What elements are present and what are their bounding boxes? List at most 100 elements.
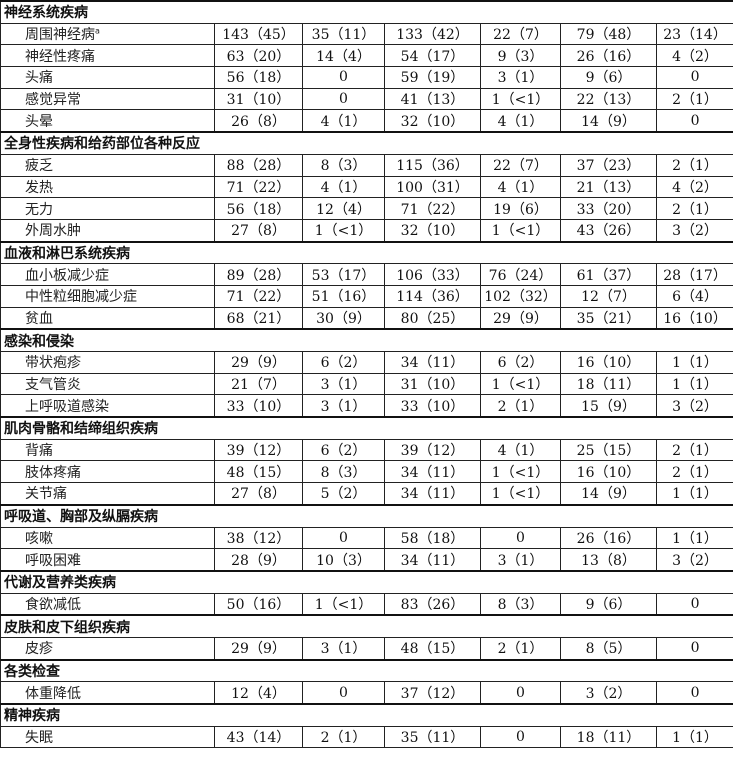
value-cell: 88（28） xyxy=(214,153,303,177)
row-label-cell: 周围神经病a xyxy=(0,22,215,46)
value-cell: 4（1） xyxy=(302,175,385,199)
value-cell: 3（2） xyxy=(560,681,657,705)
section-title: 肌肉骨骼和结缔组织疾病 xyxy=(0,416,733,440)
value-cell: 1（<1） xyxy=(480,372,561,396)
value-cell: 3（2） xyxy=(655,548,733,572)
table-row: 失眠 43（14） 2（1） 35（11） 0 18（11） 1（1） xyxy=(0,725,733,749)
value-cell: 76（24） xyxy=(480,263,561,286)
value-cell: 13（8） xyxy=(560,548,657,572)
value-cell: 37（23） xyxy=(560,153,657,177)
value-cell: 12（4） xyxy=(214,681,303,705)
value-cell: 2（1） xyxy=(480,394,561,418)
table-row: 疲乏 88（28） 8（3） 115（36） 22（7） 37（23） 2（1） xyxy=(0,153,733,177)
value-cell: 83（26） xyxy=(384,592,481,616)
value-cell: 2（1） xyxy=(655,153,733,177)
value-cell: 30（9） xyxy=(302,306,385,330)
value-cell: 14（9） xyxy=(560,109,657,133)
value-cell: 102（32） xyxy=(480,284,561,308)
value-cell: 89（28） xyxy=(214,263,303,286)
value-cell: 3（2） xyxy=(655,394,733,418)
value-cell: 4（1） xyxy=(480,175,561,199)
value-cell: 48（15） xyxy=(384,636,481,661)
value-cell: 12（4） xyxy=(302,197,385,220)
table-row: 周围神经病a 143（45） 35（11） 133（42） 22（7） 79（48） 23（… xyxy=(0,22,733,46)
table-row: 血小板减少症 89（28） 53（17） 106（33） 76（24） 61（37） 28（… xyxy=(0,263,733,286)
value-cell: 133（42） xyxy=(384,22,481,46)
value-cell: 27（8） xyxy=(214,482,303,506)
value-cell: 1（1） xyxy=(655,482,733,506)
value-cell: 18（11） xyxy=(560,725,657,749)
section-title: 血液和淋巴系统疾病 xyxy=(0,240,733,265)
value-cell: 1（1） xyxy=(655,351,733,374)
value-cell: 31（10） xyxy=(384,372,481,396)
value-cell: 21（13） xyxy=(560,175,657,199)
value-cell: 0 xyxy=(655,592,733,616)
value-cell: 106（33） xyxy=(384,263,481,286)
value-cell: 1（1） xyxy=(655,725,733,749)
value-cell: 0 xyxy=(480,526,561,550)
section-header-row: 神经系统疾病 xyxy=(0,0,733,24)
value-cell: 4（1） xyxy=(480,438,561,462)
row-label-cell: 血小板减少症 xyxy=(0,263,215,286)
value-cell: 27（8） xyxy=(214,218,303,243)
value-cell: 3（1） xyxy=(480,548,561,572)
section-header-row: 血液和淋巴系统疾病 xyxy=(0,240,733,265)
value-cell: 28（9） xyxy=(214,548,303,572)
row-label: 失眠 xyxy=(25,730,53,747)
row-label-cell: 体重降低 xyxy=(0,681,215,705)
value-cell: 33（10） xyxy=(384,394,481,418)
row-label: 周围神经病 xyxy=(25,27,95,44)
value-cell: 33（20） xyxy=(560,197,657,220)
row-label-cell: 感觉异常 xyxy=(0,87,215,111)
row-label-cell: 失眠 xyxy=(0,725,215,749)
row-label-cell: 带状疱疹 xyxy=(0,351,215,374)
value-cell: 6（2） xyxy=(480,351,561,374)
section-title: 呼吸道、胸部及纵膈疾病 xyxy=(0,503,733,528)
value-cell: 29（9） xyxy=(214,636,303,661)
value-cell: 71（22） xyxy=(214,175,303,199)
row-label-cell: 贫血 xyxy=(0,306,215,330)
row-label-cell: 中性粒细胞减少症 xyxy=(0,284,215,308)
row-label-cell: 外周水肿 xyxy=(0,218,215,243)
value-cell: 2（1） xyxy=(655,197,733,220)
value-cell: 32（10） xyxy=(384,109,481,133)
value-cell: 8（3） xyxy=(302,153,385,177)
value-cell: 0 xyxy=(655,681,733,705)
value-cell: 58（18） xyxy=(384,526,481,550)
table-row: 支气管炎 21（7） 3（1） 31（10） 1（<1） 18（11） 1（1） xyxy=(0,372,733,396)
value-cell: 3（1） xyxy=(302,372,385,396)
value-cell: 2（1） xyxy=(655,438,733,462)
value-cell: 34（11） xyxy=(384,351,481,374)
value-cell: 6（4） xyxy=(655,284,733,308)
value-cell: 143（45） xyxy=(214,22,303,46)
value-cell: 56（18） xyxy=(214,66,303,89)
value-cell: 38（12） xyxy=(214,526,303,550)
value-cell: 22（7） xyxy=(480,153,561,177)
value-cell: 35（11） xyxy=(384,725,481,749)
value-cell: 35（11） xyxy=(302,22,385,46)
value-cell: 34（11） xyxy=(384,482,481,506)
table-row: 体重降低 12（4） 0 37（12） 0 3（2） 0 xyxy=(0,681,733,705)
value-cell: 3（1） xyxy=(480,66,561,89)
value-cell: 0 xyxy=(655,109,733,133)
table-row: 贫血 68（21） 30（9） 80（25） 29（9） 35（21） 16（10） xyxy=(0,306,733,330)
row-label: 肢体疼痛 xyxy=(25,464,81,481)
value-cell: 15（9） xyxy=(560,394,657,418)
value-cell: 115（36） xyxy=(384,153,481,177)
row-label: 支气管炎 xyxy=(25,377,81,394)
value-cell: 41（13） xyxy=(384,87,481,111)
value-cell: 9（6） xyxy=(560,66,657,89)
row-label: 食欲减低 xyxy=(25,596,81,613)
row-label-cell: 支气管炎 xyxy=(0,372,215,396)
section-header-row: 呼吸道、胸部及纵膈疾病 xyxy=(0,503,733,528)
value-cell: 48（15） xyxy=(214,460,303,484)
value-cell: 23（14） xyxy=(655,22,733,46)
row-label-cell: 疲乏 xyxy=(0,153,215,177)
value-cell: 61（37） xyxy=(560,263,657,286)
value-cell: 2（1） xyxy=(655,87,733,111)
value-cell: 114（36） xyxy=(384,284,481,308)
section-title: 代谢及营养类疾病 xyxy=(0,569,733,594)
row-label-cell: 头痛 xyxy=(0,66,215,89)
table-row: 关节痛 27（8） 5（2） 34（11） 1（<1） 14（9） 1（1） xyxy=(0,482,733,506)
